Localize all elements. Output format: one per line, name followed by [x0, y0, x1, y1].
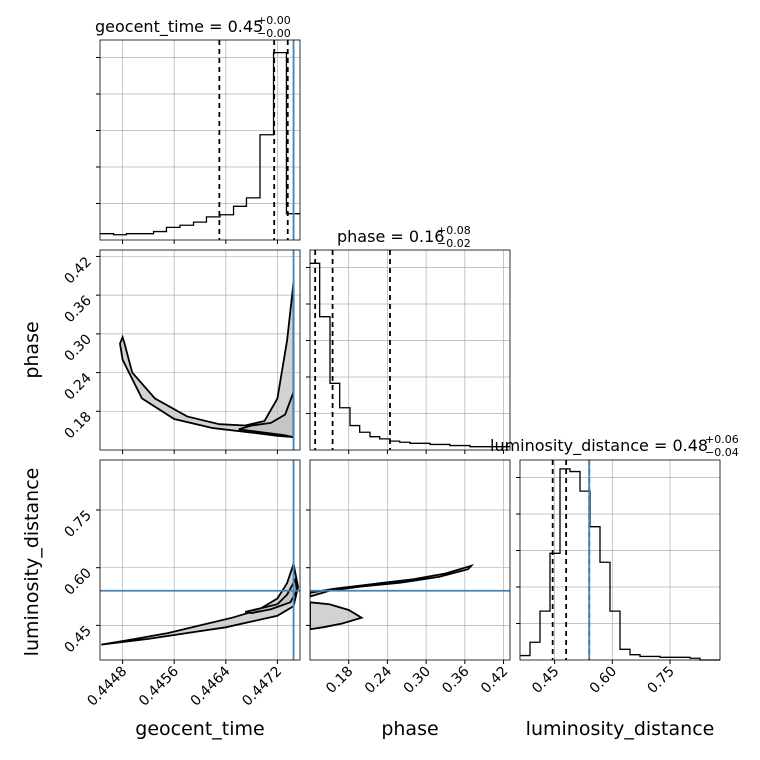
p00-frame: [99, 39, 301, 241]
p20-ticklabel-x-2: 0.4464: [188, 663, 234, 709]
p10-contour-group: [119, 282, 295, 439]
p20-ticklabel-y-0: 0.45: [61, 623, 94, 656]
title-phase-sub: −0.02: [437, 237, 471, 250]
p10-contour-1: [238, 391, 295, 439]
p20-ticklabel-x-3: 0.4472: [239, 664, 285, 710]
panel-geocent-time-hist: [96, 39, 301, 244]
title-phase: phase = 0.16 +0.08 −0.02: [337, 224, 471, 250]
y-axis-label-luminosity-distance: luminosity_distance: [21, 468, 43, 657]
p22-frame: [519, 459, 721, 661]
p22-hist-line: [520, 468, 720, 661]
p21-ticklabel-x-0: 0.18: [323, 664, 356, 697]
p21-ticklabel-x-1: 0.24: [362, 663, 395, 696]
x-axis-label-luminosity-distance: luminosity_distance: [526, 718, 715, 740]
p20-contour-group: [101, 560, 299, 646]
p21-ticklabel-x-3: 0.36: [439, 663, 472, 696]
p10-ticklabel-y-0: 0.18: [61, 409, 94, 442]
p21-ticklabel-x-4: 0.42: [478, 664, 511, 697]
p10-ticklabel-y-3: 0.36: [61, 293, 94, 326]
title-geocent-time-sub: −0.00: [257, 27, 291, 40]
panel-luminosity-distance-hist: 0.45 0.60 0.75: [516, 459, 721, 697]
p10-frame: [99, 249, 301, 451]
title-luminosity-distance-sup: +0.06: [705, 433, 739, 446]
p00-hist-line: [100, 51, 300, 236]
panel-phase-vs-geocent-time: 0.18 0.24 0.30 0.36 0.42: [61, 249, 301, 454]
p21-frame: [309, 459, 511, 661]
p20-ticklabel-y-1: 0.60: [61, 565, 94, 598]
p10-ticklabel-y-2: 0.30: [61, 331, 94, 364]
p10-contour-0: [119, 282, 295, 439]
p20-ticklabel-y-2: 0.75: [61, 508, 94, 541]
x-axis-label-phase: phase: [381, 718, 438, 740]
p20-contour-1: [244, 576, 298, 614]
p20-frame: [99, 459, 301, 661]
p11-frame: [309, 249, 511, 451]
p22-ticklabel-x-1: 0.60: [587, 664, 620, 697]
p11-hist-line: [310, 262, 510, 448]
panel-phase-hist: [306, 249, 511, 454]
p10-ticklabel-y-4: 0.42: [61, 254, 94, 287]
p21-ticklabel-x-2: 0.30: [401, 664, 434, 697]
title-phase-main: phase = 0.16: [337, 227, 444, 246]
panel-luminosity-distance-vs-geocent-time: 0.45 0.60 0.75 0.4448 0.4456 0.4464 0.4472: [61, 459, 301, 710]
title-geocent-time-sup: +0.00: [257, 14, 291, 27]
p20-contour-0: [101, 560, 299, 646]
p21-contour-0: [310, 563, 475, 598]
title-luminosity-distance: luminosity_distance = 0.48 +0.06 −0.04: [490, 433, 739, 459]
title-geocent-time-main: geocent_time = 0.45: [95, 17, 263, 37]
p20-ticklabel-x-1: 0.4456: [136, 663, 182, 709]
p10-ticklabel-y-1: 0.24: [61, 370, 94, 403]
p21-contour-1: [310, 601, 364, 631]
title-luminosity-distance-sub: −0.04: [705, 446, 739, 459]
title-phase-sup: +0.08: [437, 224, 471, 237]
y-axis-label-phase: phase: [21, 321, 43, 378]
panel-luminosity-distance-vs-phase: 0.18 0.24 0.30 0.36 0.42: [306, 459, 511, 697]
p20-ticklabel-x-0: 0.4448: [84, 664, 130, 710]
p22-ticklabel-x-0: 0.45: [529, 664, 562, 697]
p22-ticklabel-x-2: 0.75: [644, 664, 677, 697]
title-geocent-time: geocent_time = 0.45 +0.00 −0.00: [95, 14, 291, 40]
x-axis-label-geocent-time: geocent_time: [135, 718, 264, 740]
p21-contour-group: [310, 563, 475, 631]
title-luminosity-distance-main: luminosity_distance = 0.48: [490, 436, 708, 456]
